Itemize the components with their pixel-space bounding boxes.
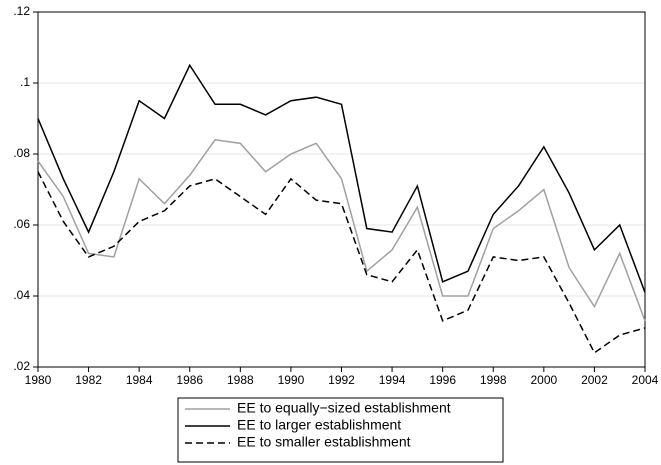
y-tick-label: .06 bbox=[13, 217, 30, 231]
x-tick-label: 2002 bbox=[581, 373, 608, 387]
legend-box bbox=[177, 397, 504, 463]
y-tick-label: .12 bbox=[13, 4, 30, 18]
x-tick-label: 1982 bbox=[75, 373, 102, 387]
x-tick-label: 1992 bbox=[328, 373, 355, 387]
x-tick-label: 1996 bbox=[429, 373, 456, 387]
x-tick-label: 2004 bbox=[632, 373, 659, 387]
y-tick-label: .02 bbox=[13, 359, 30, 373]
x-tick-label: 1988 bbox=[227, 373, 254, 387]
y-tick-label: .04 bbox=[13, 288, 30, 302]
x-tick-label: 1990 bbox=[278, 373, 305, 387]
plot-frame bbox=[37, 11, 646, 368]
legend-label: EE to larger establishment bbox=[237, 417, 401, 433]
legend-label: EE to equally−sized establishment bbox=[237, 400, 451, 416]
y-tick-label: .1 bbox=[20, 75, 30, 89]
x-tick-label: 1984 bbox=[126, 373, 153, 387]
series-line bbox=[37, 138, 646, 322]
x-tick-label: 2000 bbox=[530, 373, 557, 387]
x-tick-label: 1998 bbox=[480, 373, 507, 387]
series-line bbox=[37, 171, 646, 354]
y-tick-label: .08 bbox=[13, 146, 30, 160]
x-tick-label: 1980 bbox=[25, 373, 52, 387]
x-tick-label: 1986 bbox=[176, 373, 203, 387]
series-line bbox=[37, 63, 646, 293]
legend-label: EE to smaller establishment bbox=[237, 434, 411, 450]
x-tick-label: 1994 bbox=[379, 373, 406, 387]
